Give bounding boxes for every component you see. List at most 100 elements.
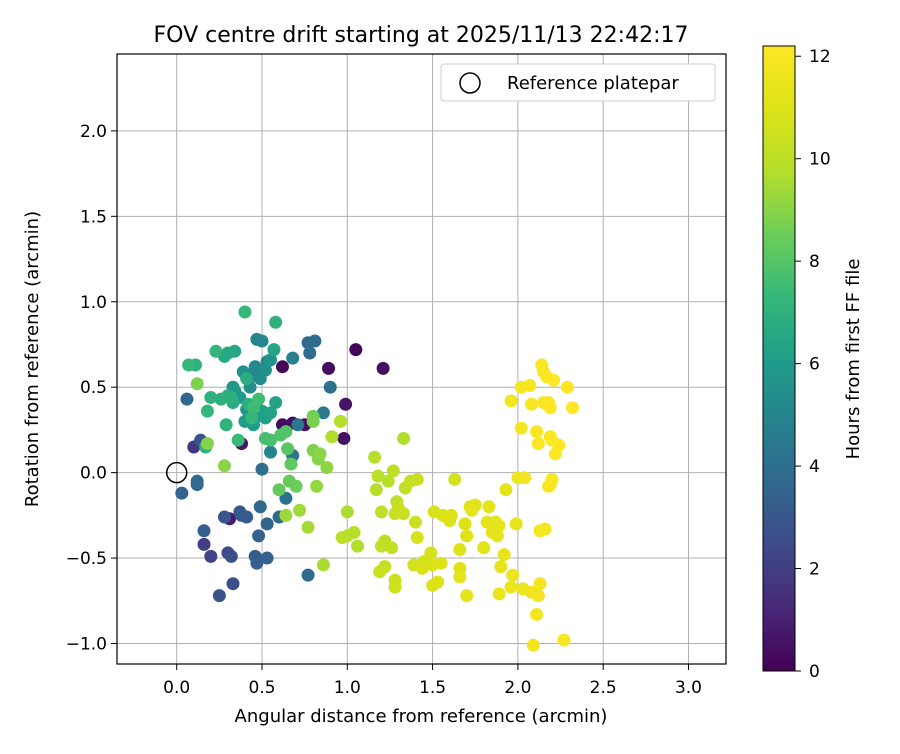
plot-frame xyxy=(116,53,727,665)
scatter-point xyxy=(465,503,479,517)
scatter-point xyxy=(386,464,400,478)
scatter-point xyxy=(209,344,223,358)
y-tick-label: 1.0 xyxy=(80,293,107,313)
scatter-point xyxy=(175,486,189,500)
scatter-point xyxy=(260,551,274,565)
colorbar-gradient xyxy=(762,45,796,672)
colorbar-tick-label: 6 xyxy=(809,355,820,375)
scatter-point xyxy=(219,418,233,432)
reference-platepar-marker xyxy=(165,461,188,484)
scatter-point xyxy=(231,433,245,447)
scatter-point xyxy=(238,305,252,319)
scatter-point xyxy=(482,500,496,514)
scatter-point xyxy=(525,397,539,411)
scatter-point xyxy=(269,396,283,410)
scatter-point xyxy=(531,589,545,603)
scatter-point xyxy=(557,633,571,647)
x-tick-label: 2.0 xyxy=(504,678,531,698)
colorbar-tick-label: 4 xyxy=(809,457,820,477)
scatter-point xyxy=(453,543,467,557)
scatter-point xyxy=(182,358,196,372)
scatter-point xyxy=(323,380,337,394)
scatter-point xyxy=(460,589,474,603)
scatter-point xyxy=(518,471,532,485)
scatter-point xyxy=(308,334,322,348)
scatter-point xyxy=(214,392,228,406)
scatter-point xyxy=(494,560,508,574)
scatter-point xyxy=(376,361,390,375)
colorbar-tick-label: 8 xyxy=(809,252,820,272)
y-tick-label: 0.5 xyxy=(80,378,107,398)
legend: Reference platepar xyxy=(440,63,716,102)
scatter-point xyxy=(301,568,315,582)
scatter-point xyxy=(530,425,544,439)
scatter-point xyxy=(217,510,231,524)
scatter-point xyxy=(264,406,278,420)
scatter-point xyxy=(499,483,513,497)
scatter-point xyxy=(385,541,399,555)
scatter-point xyxy=(252,529,266,543)
scatter-point xyxy=(286,351,300,365)
scatter-point xyxy=(200,437,214,451)
scatter-point xyxy=(212,589,226,603)
scatter-point xyxy=(253,500,267,514)
colorbar-tick-label: 12 xyxy=(809,47,831,67)
scatter-point xyxy=(492,587,506,601)
legend-entry-reference: Reference platepar xyxy=(507,73,679,94)
scatter-point xyxy=(490,529,504,543)
scatter-point xyxy=(492,519,506,533)
x-tick-label: 0.5 xyxy=(248,678,275,698)
scatter-point xyxy=(325,430,339,444)
scatter-point xyxy=(369,483,383,497)
x-tick-label: 1.0 xyxy=(334,678,361,698)
scatter-point xyxy=(460,529,474,543)
scatter-point xyxy=(291,418,305,432)
colorbar-label: Hours from first FF file xyxy=(843,259,864,460)
scatter-point xyxy=(373,565,387,579)
scatter-point xyxy=(322,361,336,375)
scatter-point xyxy=(224,549,238,563)
scatter-point xyxy=(509,517,523,531)
scatter-point xyxy=(313,447,327,461)
scatter-point xyxy=(264,445,278,459)
x-tick-label: 1.5 xyxy=(419,678,446,698)
scatter-point xyxy=(260,517,274,531)
scatter-point xyxy=(458,517,472,531)
scatter-point xyxy=(204,390,218,404)
scatter-point xyxy=(497,548,511,562)
scatter-point xyxy=(310,479,324,493)
scatter-point xyxy=(303,346,317,360)
colorbar-tick-label: 0 xyxy=(809,662,820,682)
scatter-point xyxy=(565,401,579,415)
scatter-point xyxy=(397,431,411,445)
y-tick-label: 0.0 xyxy=(80,464,107,484)
scatter-point xyxy=(410,531,424,545)
scatter-point xyxy=(269,315,283,329)
scatter-point xyxy=(240,372,254,386)
scatter-point xyxy=(267,343,281,357)
scatter-point xyxy=(217,459,231,473)
scatter-point xyxy=(301,520,315,534)
scatter-point xyxy=(255,462,269,476)
scatter-point xyxy=(538,522,552,536)
colorbar-ticks: 0 2 4 6 8 10 12 xyxy=(795,47,831,682)
scatter-point xyxy=(293,503,307,517)
scatter-point xyxy=(197,524,211,538)
scatter-point xyxy=(543,401,557,415)
scatter-point xyxy=(424,546,438,560)
scatter-point xyxy=(340,529,354,543)
colorbar-tick-label: 2 xyxy=(809,560,820,580)
scatter-point xyxy=(349,343,363,357)
scatter-point xyxy=(388,580,402,594)
legend-marker-reference xyxy=(459,72,481,94)
scatter-point xyxy=(374,539,388,553)
x-tick-label: 3.0 xyxy=(675,678,702,698)
scatter-point xyxy=(204,549,218,563)
scatter-point xyxy=(444,508,458,522)
scatter-point xyxy=(434,556,448,570)
scatter-point xyxy=(545,472,559,486)
scatter-point xyxy=(431,575,445,589)
scatter-point xyxy=(504,394,518,408)
scatter-point xyxy=(316,558,330,572)
scatter-point xyxy=(279,508,293,522)
